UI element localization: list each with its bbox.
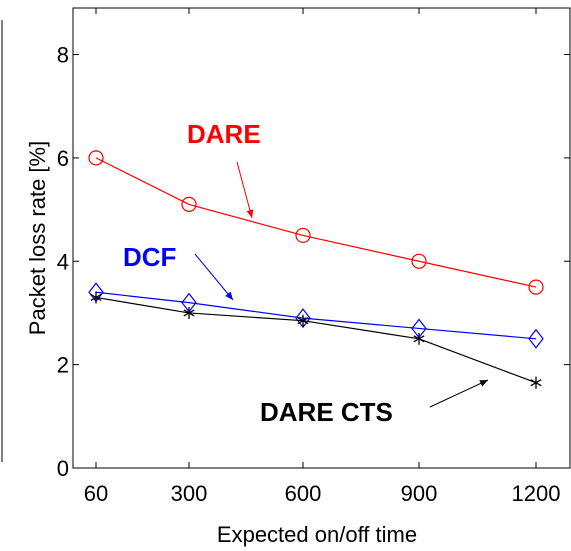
x-tick-label: 900	[401, 481, 438, 506]
x-tick-label: 600	[285, 481, 322, 506]
y-tick-label: 2	[57, 353, 69, 378]
x-axis-label: Expected on/off time	[217, 522, 417, 547]
y-tick-label: 6	[57, 146, 69, 171]
annotation-arrow-head	[479, 380, 488, 387]
asterisk-stroke	[413, 335, 425, 343]
asterisk-marker	[90, 291, 102, 304]
circle-marker	[528, 279, 544, 295]
y-tick-label: 8	[57, 43, 69, 68]
circle-marker	[411, 253, 427, 269]
annotation-arrow-line	[429, 379, 489, 408]
series-line	[95, 157, 537, 288]
annotation-label: DARE CTS	[260, 397, 393, 427]
annotation-layer: DARE DCF DARE CTS	[123, 119, 489, 427]
y-tick-label: 4	[57, 249, 69, 274]
y-axis: 0 2 4 6 8	[57, 43, 570, 481]
asterisk-stroke	[90, 293, 102, 302]
annotation-label: DCF	[123, 242, 176, 272]
series-layer	[88, 150, 544, 389]
series-dare-cts	[90, 291, 542, 389]
annotation-dare: DARE	[187, 119, 261, 219]
x-tick-label: 60	[84, 481, 108, 506]
circle-marker	[88, 150, 104, 166]
x-axis: 60 300 600 900 1200	[84, 8, 561, 506]
annotation-arrow-line	[194, 253, 234, 301]
annotation-arrow-head	[246, 209, 254, 218]
annotation-label: DARE	[187, 119, 261, 149]
plot-area	[72, 7, 571, 469]
annotation-dare-cts: DARE CTS	[260, 379, 489, 427]
series-dare	[88, 150, 544, 295]
asterisk-stroke	[183, 309, 195, 317]
annotation-arrow-line	[236, 161, 253, 219]
asterisk-marker	[183, 306, 195, 319]
x-tick-label: 1200	[512, 481, 561, 506]
asterisk-stroke	[297, 317, 309, 325]
x-tick-label: 300	[171, 481, 208, 506]
diamond-marker	[528, 328, 544, 349]
asterisk-stroke	[530, 379, 542, 387]
asterisk-marker	[530, 376, 542, 389]
asterisk-marker	[297, 314, 309, 327]
annotation-dcf: DCF	[123, 242, 234, 301]
y-tick-label: 0	[57, 456, 69, 481]
y-axis-label: Packet loss rate [%]	[25, 141, 50, 335]
circle-marker	[295, 227, 311, 244]
circle-marker	[181, 196, 197, 213]
annotation-arrow-head	[225, 291, 233, 300]
asterisk-marker	[413, 332, 425, 345]
diamond-marker	[295, 308, 311, 329]
